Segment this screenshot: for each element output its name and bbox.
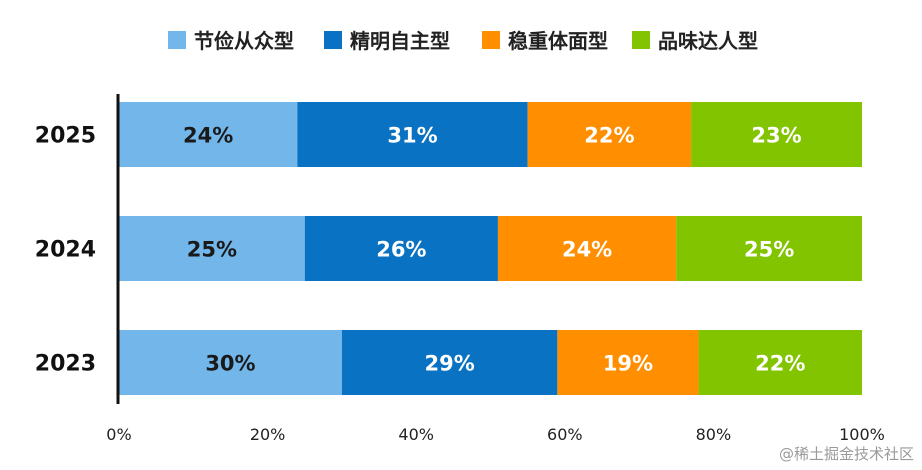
category-label-2023: 2023 — [35, 352, 96, 377]
legend-label-2: 精明自主型 — [350, 29, 450, 53]
data-label-2023-series-1: 30% — [205, 352, 255, 376]
data-label-2025-series-2: 31% — [387, 124, 437, 148]
bar-2023-series-1 — [119, 330, 342, 395]
bar-2025-series-1 — [119, 102, 298, 167]
bar-2024-series-1 — [119, 216, 305, 281]
x-tick-4: 80% — [696, 425, 732, 444]
data-label-2023-series-3: 19% — [603, 352, 653, 376]
data-label-2025-series-1: 24% — [183, 124, 233, 148]
data-label-2023-series-2: 29% — [425, 352, 475, 376]
bar-2024-series-3 — [497, 216, 677, 281]
watermark: @稀土掘金技术社区 — [778, 445, 914, 463]
data-label-2024-series-3: 24% — [562, 238, 612, 262]
data-label-2024-series-2: 26% — [376, 238, 426, 262]
legend: 节俭从众型 精明自主型 稳重体面型 品味达人型 — [168, 29, 758, 53]
bar-2025-series-2 — [297, 102, 528, 167]
bar-2025-series-3 — [527, 102, 692, 167]
legend-swatch-3 — [482, 31, 500, 49]
x-tick-2: 40% — [398, 425, 434, 444]
data-label-2025-series-3: 22% — [584, 124, 634, 148]
data-label-2024-series-1: 25% — [187, 238, 237, 262]
category-label-2025: 2025 — [35, 124, 96, 149]
x-tick-5: 100% — [839, 425, 885, 444]
bar-2025-series-4 — [691, 102, 862, 167]
x-tick-0: 0% — [106, 425, 131, 444]
legend-swatch-1 — [168, 31, 186, 49]
bar-2024-series-2 — [304, 216, 498, 281]
x-tick-3: 60% — [547, 425, 583, 444]
x-tick-labels: 0% 20% 40% 60% 80% 100% — [106, 425, 885, 444]
legend-label-4: 品味达人型 — [658, 29, 758, 53]
data-label-2023-series-4: 22% — [755, 352, 805, 376]
bar-2023-series-3 — [557, 330, 699, 395]
bar-2023-series-2 — [341, 330, 558, 395]
data-label-2024-series-4: 25% — [744, 238, 794, 262]
year-labels: 2025 2024 2023 — [35, 124, 96, 377]
bars: 24% 31% 22% 23% 25% 26% 24% 25% 30% 29% 19% 22% — [119, 102, 862, 395]
legend-swatch-2 — [324, 31, 342, 49]
legend-label-1: 节俭从众型 — [194, 29, 294, 53]
bar-2023-series-4 — [698, 330, 862, 395]
legend-label-3: 稳重体面型 — [508, 29, 608, 53]
bar-2024-series-4 — [676, 216, 862, 281]
category-label-2024: 2024 — [35, 238, 96, 263]
x-tick-1: 20% — [250, 425, 286, 444]
data-label-2025-series-4: 23% — [751, 124, 801, 148]
legend-swatch-4 — [632, 31, 650, 49]
